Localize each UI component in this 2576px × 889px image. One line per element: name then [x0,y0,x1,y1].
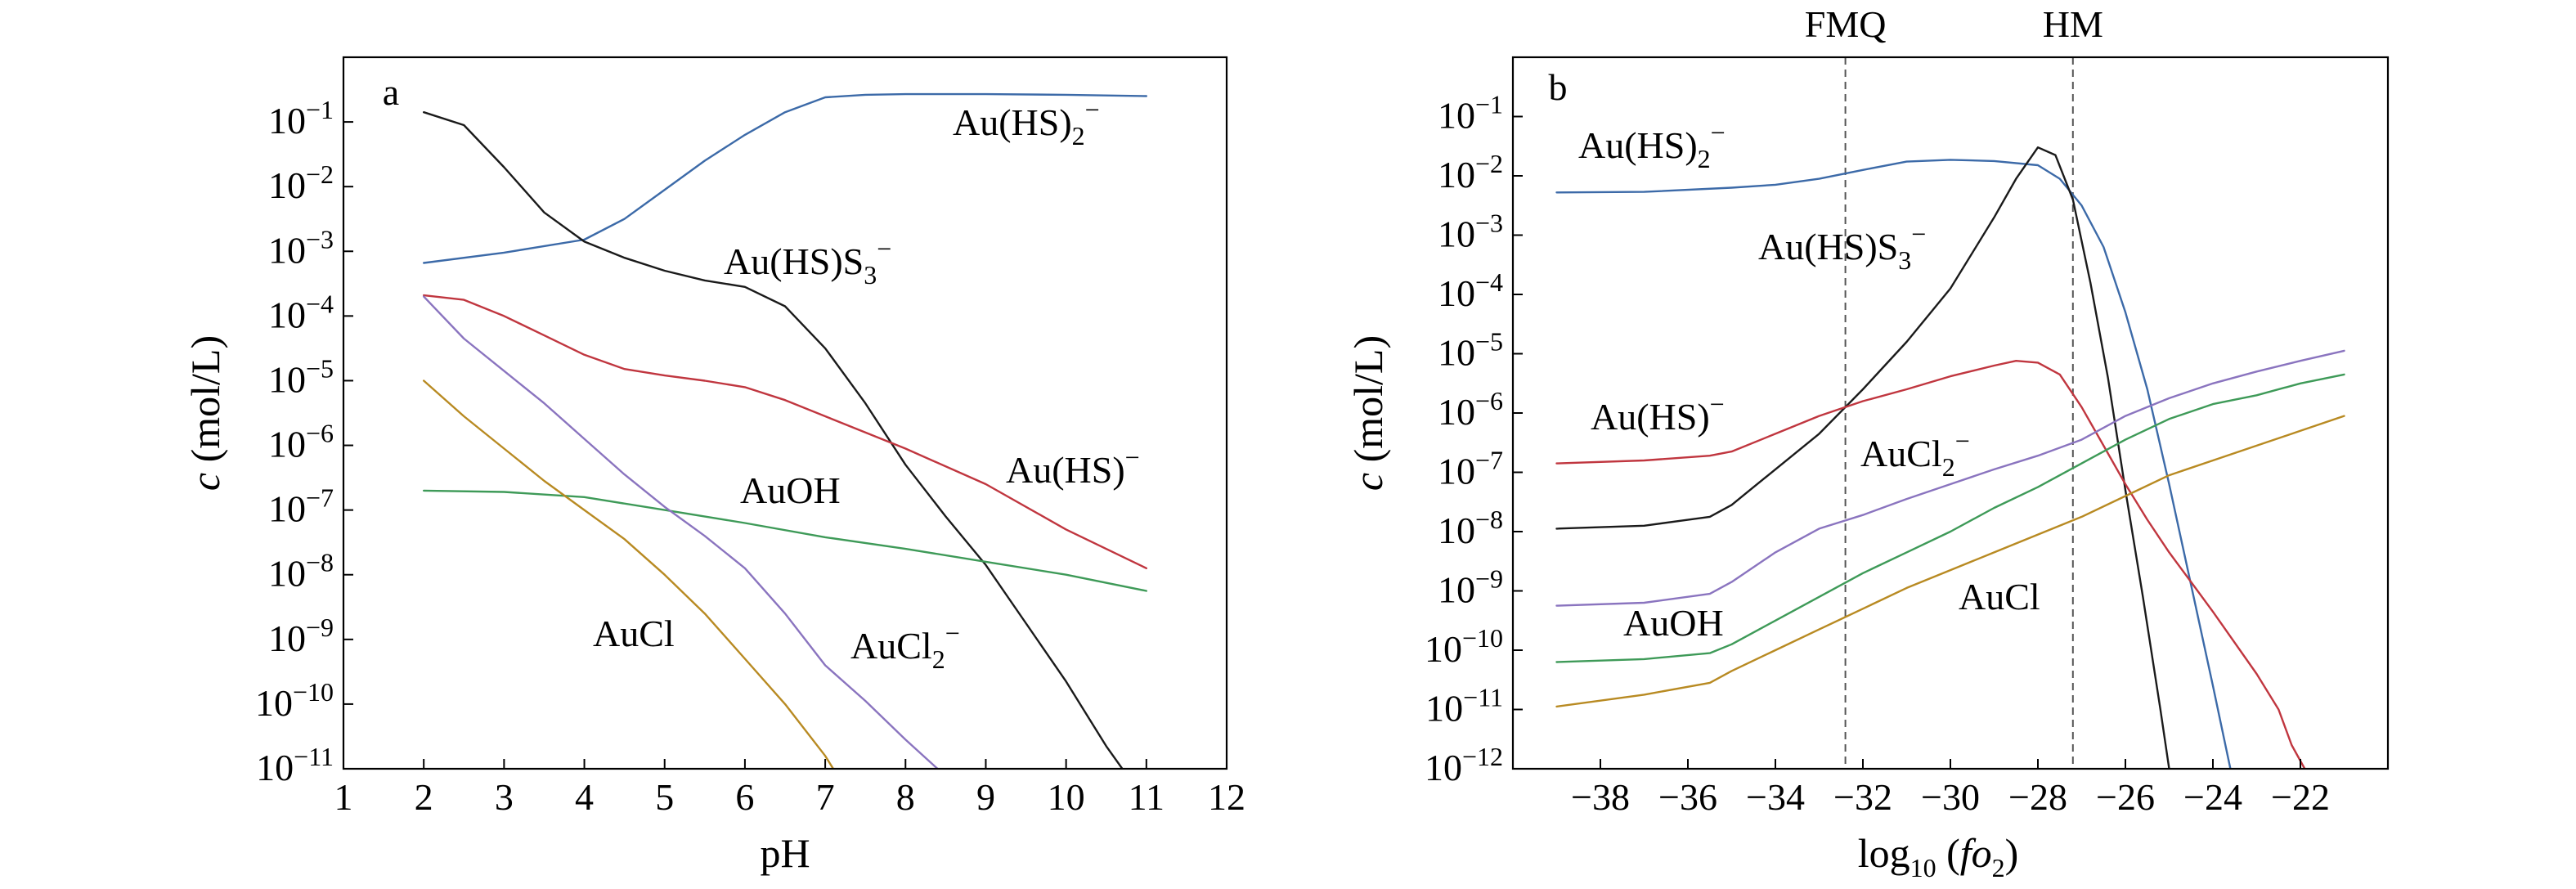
series-line-auhs2 [1555,159,2232,769]
y-tick-label: 10−8 [1438,505,1503,551]
y-tick-label: 10−10 [255,677,334,724]
series-line-aucl2 [1555,349,2345,607]
y-tick-label: 10−11 [256,742,334,788]
y-tick-label: 10−9 [1438,564,1503,611]
y-tick-label: 10−9 [268,613,334,659]
x-tick-label: −38 [1571,776,1630,818]
y-tick-label: 10−1 [1438,90,1503,137]
y-tick-label: 10−7 [1438,446,1503,492]
panel-b: FMQ HM −38 −36 −34 −32 −30 −28 −26 −24 −22 10−1 10−2… [1345,3,2390,882]
x-axis-label: log10 (fo2) [1858,830,2019,882]
x-tick-label: 11 [1129,776,1165,818]
x-tick-label: 6 [735,776,754,818]
series-line-auhs [1555,360,2306,769]
x-tick-label: −28 [2008,776,2067,818]
series-label-aucl: AuCl [593,613,675,654]
x-tick-label: 4 [575,776,594,818]
series-group [423,92,1147,769]
y-tick-label: 10−6 [268,419,334,465]
plot-frame [342,56,1228,770]
series-label-aucl: AuCl [1959,576,2040,617]
y-tick-label: 10−4 [1438,267,1503,314]
y-tick-label: 10−12 [1425,742,1503,788]
series-line-auoh [423,489,1147,592]
y-tick-label: 10−2 [1438,149,1503,195]
y-tick-label: 10−10 [1425,623,1503,670]
x-tick-label: 2 [415,776,433,818]
x-tick-label: −36 [1658,776,1717,818]
y-tick-label: 10−4 [268,289,334,335]
series-label-auoh: AuOH [740,469,841,511]
series-line-auhss3 [423,111,1124,769]
series-group [1555,146,2345,769]
ref-label-fmq: FMQ [1805,3,1887,45]
series-line-auhss3 [1555,146,2170,769]
y-tick-label: 10−3 [1438,209,1503,255]
x-tick-label: −22 [2271,776,2330,818]
y-tick-label: 10−7 [268,483,334,530]
series-label-auhss3: Au(HS)S3− [724,234,891,290]
y-axis-label: c (mol/L) [182,335,228,491]
x-tick-label: −34 [1746,776,1805,818]
x-tick-label: −24 [2183,776,2242,818]
series-label-auhs2: Au(HS)2− [1578,118,1726,173]
series-label-auhs2: Au(HS)2− [953,95,1100,150]
y-tick-label: 10−5 [268,353,334,400]
panel-label: a [383,71,399,113]
series-line-auhs2 [423,92,1147,264]
panel-label: b [1549,66,1568,108]
y-tick-label: 10−5 [1438,327,1503,374]
series-label-aucl2: AuCl2− [1860,426,1970,482]
y-tick-label: 10−1 [268,95,334,141]
x-tick-label: −32 [1833,776,1892,818]
y-tick-label: 10−6 [1438,386,1503,433]
y-tick-label: 10−11 [1425,683,1503,730]
series-line-auhs [423,294,1147,569]
series-line-aucl [423,379,835,769]
series-label-aucl2: AuCl2− [850,618,960,674]
x-tick-label: 3 [495,776,514,818]
x-axis-label: pH [760,830,810,876]
series-label-auhs: Au(HS)− [1006,442,1140,491]
x-tick-label: −30 [1921,776,1980,818]
x-tick-label: 1 [334,776,353,818]
x-tick-label: 9 [976,776,995,818]
series-label-auhss3: Au(HS)S3− [1758,219,1926,275]
series-line-auoh [1555,373,2345,663]
x-tick-label: 12 [1208,776,1245,818]
series-label-auoh: AuOH [1623,602,1724,644]
series-line-aucl2 [423,295,939,769]
panel-a: 1 2 3 4 5 6 7 8 9 10 11 1210−110−210−310−410−510−61… [182,56,1245,876]
x-tick-label: 7 [816,776,835,818]
y-tick-label: 10−2 [268,159,334,206]
x-tick-label: 5 [655,776,674,818]
y-tick-label: 10−3 [268,224,334,271]
y-tick-label: 10−8 [268,548,334,595]
ref-label-hm: HM [2043,3,2103,45]
series-label-auhs: Au(HS)− [1591,389,1725,438]
x-tick-label: 8 [896,776,915,818]
y-axis-label: c (mol/L) [1345,335,1391,491]
series-line-aucl [1555,415,2345,708]
x-tick-label: −26 [2096,776,2155,818]
x-tick-label: 10 [1048,776,1085,818]
